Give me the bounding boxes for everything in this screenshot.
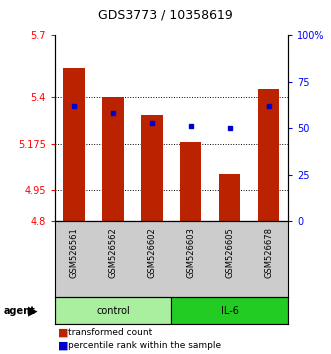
Bar <box>219 174 240 221</box>
Text: percentile rank within the sample: percentile rank within the sample <box>68 341 221 350</box>
Text: GSM526605: GSM526605 <box>225 227 234 278</box>
Text: agent: agent <box>3 306 35 316</box>
Text: IL-6: IL-6 <box>221 306 239 316</box>
Bar <box>258 89 279 221</box>
Bar <box>102 97 124 221</box>
Text: GSM526678: GSM526678 <box>264 227 273 278</box>
Text: control: control <box>96 306 130 316</box>
Text: GSM526603: GSM526603 <box>186 227 195 278</box>
Text: GSM526602: GSM526602 <box>147 227 156 278</box>
Text: GDS3773 / 10358619: GDS3773 / 10358619 <box>98 9 233 22</box>
Bar <box>141 115 163 221</box>
Text: ■: ■ <box>58 327 69 337</box>
Bar <box>171 297 288 324</box>
Text: GSM526562: GSM526562 <box>109 227 118 278</box>
Text: GSM526561: GSM526561 <box>70 227 78 278</box>
Bar <box>55 297 171 324</box>
Text: transformed count: transformed count <box>68 328 152 337</box>
Bar <box>63 68 85 221</box>
Text: ■: ■ <box>58 341 69 350</box>
Text: ▶: ▶ <box>28 304 38 317</box>
Bar <box>180 142 202 221</box>
